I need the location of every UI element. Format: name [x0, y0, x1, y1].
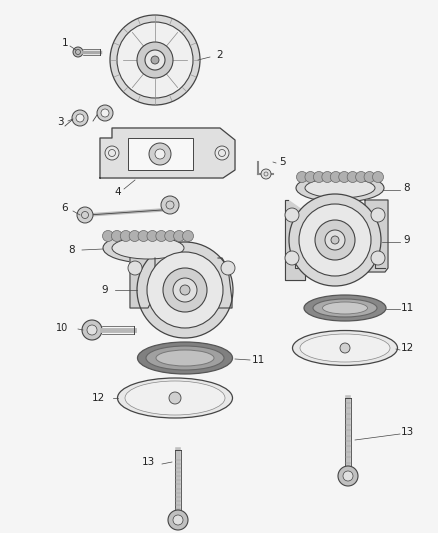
Circle shape: [338, 466, 358, 486]
Circle shape: [156, 230, 167, 241]
Circle shape: [322, 172, 333, 182]
Circle shape: [215, 146, 229, 160]
Polygon shape: [100, 128, 235, 178]
Circle shape: [155, 149, 165, 159]
Ellipse shape: [156, 350, 214, 366]
Polygon shape: [130, 258, 155, 308]
Text: 4: 4: [115, 187, 121, 197]
Circle shape: [165, 230, 176, 241]
Circle shape: [331, 236, 339, 244]
Ellipse shape: [304, 295, 386, 321]
Circle shape: [149, 143, 171, 165]
Circle shape: [343, 471, 353, 481]
Text: 13: 13: [400, 427, 413, 437]
Circle shape: [297, 172, 307, 182]
Circle shape: [173, 230, 184, 241]
Circle shape: [137, 42, 173, 78]
Text: 2: 2: [217, 50, 223, 60]
Circle shape: [168, 510, 188, 530]
Ellipse shape: [103, 233, 193, 263]
Circle shape: [102, 230, 113, 241]
Circle shape: [261, 169, 271, 179]
Ellipse shape: [138, 342, 233, 374]
Circle shape: [183, 230, 194, 241]
Circle shape: [313, 172, 325, 182]
Circle shape: [325, 230, 345, 250]
Circle shape: [364, 172, 375, 182]
Text: 12: 12: [92, 393, 105, 403]
Ellipse shape: [125, 381, 225, 415]
Circle shape: [82, 320, 102, 340]
Circle shape: [372, 172, 384, 182]
Circle shape: [299, 204, 371, 276]
Circle shape: [138, 230, 149, 241]
Polygon shape: [365, 200, 388, 272]
Circle shape: [120, 230, 131, 241]
Circle shape: [356, 172, 367, 182]
Circle shape: [371, 251, 385, 265]
Circle shape: [76, 114, 84, 122]
Circle shape: [73, 47, 83, 57]
Circle shape: [163, 268, 207, 312]
Text: 12: 12: [400, 343, 413, 353]
Circle shape: [289, 194, 381, 286]
Circle shape: [340, 343, 350, 353]
Circle shape: [173, 515, 183, 525]
Circle shape: [305, 172, 316, 182]
Circle shape: [110, 15, 200, 105]
Text: 13: 13: [141, 457, 155, 467]
Circle shape: [137, 242, 233, 338]
Circle shape: [315, 220, 355, 260]
Circle shape: [147, 230, 158, 241]
Circle shape: [101, 109, 109, 117]
Circle shape: [105, 146, 119, 160]
Ellipse shape: [117, 378, 233, 418]
Circle shape: [72, 110, 88, 126]
Circle shape: [285, 251, 299, 265]
Text: 8: 8: [404, 183, 410, 193]
Ellipse shape: [146, 346, 224, 370]
Text: 9: 9: [404, 235, 410, 245]
Text: 5: 5: [279, 157, 285, 167]
Circle shape: [173, 278, 197, 302]
Circle shape: [347, 172, 358, 182]
Ellipse shape: [300, 334, 390, 362]
Circle shape: [145, 50, 165, 70]
Ellipse shape: [296, 174, 384, 202]
Polygon shape: [218, 258, 232, 308]
Circle shape: [371, 208, 385, 222]
Text: 10: 10: [56, 323, 68, 333]
Ellipse shape: [322, 302, 367, 314]
Ellipse shape: [305, 178, 375, 198]
Text: 1: 1: [62, 38, 68, 48]
Circle shape: [87, 325, 97, 335]
Ellipse shape: [112, 237, 184, 259]
Circle shape: [285, 208, 299, 222]
Text: 3: 3: [57, 117, 64, 127]
Circle shape: [129, 230, 140, 241]
Circle shape: [147, 252, 223, 328]
Text: 8: 8: [69, 245, 75, 255]
Bar: [128, 138, 193, 170]
Circle shape: [221, 261, 235, 275]
Circle shape: [117, 22, 193, 98]
Circle shape: [128, 261, 142, 275]
Circle shape: [77, 207, 93, 223]
Circle shape: [97, 105, 113, 121]
Text: 9: 9: [102, 285, 108, 295]
Circle shape: [169, 392, 181, 404]
Circle shape: [339, 172, 350, 182]
Text: 11: 11: [251, 355, 265, 365]
Circle shape: [180, 285, 190, 295]
Ellipse shape: [313, 299, 377, 317]
Circle shape: [161, 196, 179, 214]
Text: 11: 11: [400, 303, 413, 313]
Ellipse shape: [293, 330, 398, 366]
Polygon shape: [285, 200, 385, 280]
Circle shape: [330, 172, 341, 182]
Circle shape: [111, 230, 122, 241]
Text: 6: 6: [62, 203, 68, 213]
Circle shape: [151, 56, 159, 64]
